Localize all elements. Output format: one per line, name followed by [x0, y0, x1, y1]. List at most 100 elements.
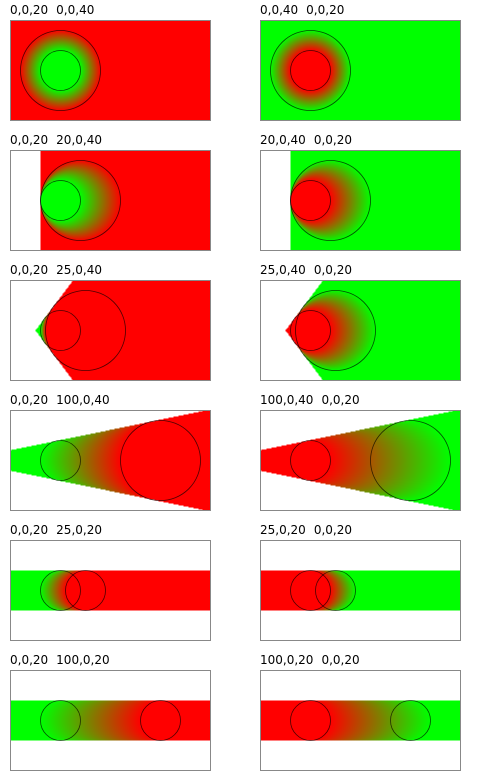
panel-caption: 0,0,20 0,0,40 [10, 0, 94, 20]
gradient-panel: 20,0,40 0,0,20 [260, 130, 480, 260]
gradient-canvas [260, 540, 461, 641]
end-circle-label: 100,0,40 [56, 393, 110, 407]
panel-caption: 0,0,20 100,0,20 [10, 650, 110, 670]
start-circle-label: 0,0,20 [10, 3, 49, 17]
end-circle-label: 20,0,40 [56, 133, 102, 147]
gradient-fill [10, 150, 211, 251]
end-circle-outline [40, 160, 121, 241]
start-circle-outline [40, 570, 81, 611]
start-circle-label: 0,0,20 [10, 523, 49, 537]
end-circle-label: 0,0,20 [321, 393, 360, 407]
canvas-border [260, 150, 461, 251]
gradient-fill [260, 20, 461, 121]
gradient-fill [10, 410, 211, 511]
start-circle-outline [315, 570, 356, 611]
start-circle-label: 0,0,20 [10, 393, 49, 407]
end-circle-label: 0,0,20 [313, 133, 352, 147]
start-circle-label: 0,0,20 [10, 133, 49, 147]
panel-caption: 100,0,40 0,0,20 [260, 390, 360, 410]
end-circle-label: 0,0,20 [306, 3, 345, 17]
end-circle-label: 0,0,20 [313, 263, 352, 277]
end-circle-label: 100,0,20 [56, 653, 110, 667]
gradient-canvas [10, 280, 211, 381]
start-circle-label: 25,0,20 [260, 523, 306, 537]
panel-caption: 25,0,20 0,0,20 [260, 520, 352, 540]
start-circle-outline [390, 700, 431, 741]
start-circle-outline [40, 700, 81, 741]
start-circle-outline [270, 30, 351, 111]
gradient-panel: 0,0,20 20,0,40 [10, 130, 240, 260]
start-circle-outline [40, 50, 81, 91]
gradient-fill [10, 670, 211, 771]
start-circle-label: 0,0,40 [260, 3, 299, 17]
canvas-border [10, 410, 211, 511]
end-circle-outline [290, 50, 331, 91]
gradient-panel: 0,0,20 25,0,40 [10, 260, 240, 390]
gradient-fill [260, 540, 461, 641]
gradient-panel: 0,0,40 0,0,20 [260, 0, 480, 130]
end-circle-outline [65, 570, 106, 611]
gradient-fill [260, 150, 461, 251]
gradient-canvas [260, 410, 461, 511]
end-circle-outline [290, 180, 331, 221]
end-circle-label: 0,0,20 [313, 523, 352, 537]
end-circle-label: 0,0,20 [321, 653, 360, 667]
gradient-fill [10, 540, 211, 641]
canvas-border [10, 670, 211, 771]
gradient-canvas [10, 20, 211, 121]
gradient-panel: 100,0,20 0,0,20 [260, 650, 480, 780]
canvas-border [260, 410, 461, 511]
canvas-border [10, 540, 211, 641]
panel-caption: 100,0,20 0,0,20 [260, 650, 360, 670]
canvas-border [10, 150, 211, 251]
gradient-panel: 0,0,20 0,0,40 [10, 0, 240, 130]
start-circle-label: 100,0,40 [260, 393, 314, 407]
end-circle-label: 0,0,40 [56, 3, 95, 17]
gradient-canvas [10, 540, 211, 641]
gradient-fill [260, 670, 461, 771]
canvas-border [260, 540, 461, 641]
gradient-panel: 25,0,20 0,0,20 [260, 520, 480, 650]
end-circle-outline [20, 30, 101, 111]
gradient-canvas [260, 280, 461, 381]
end-circle-outline [120, 420, 201, 501]
canvas-border [10, 20, 211, 121]
gradient-canvas [10, 150, 211, 251]
start-circle-label: 25,0,40 [260, 263, 306, 277]
panel-caption: 0,0,20 20,0,40 [10, 130, 102, 150]
canvas-border [10, 280, 211, 381]
start-circle-outline [295, 290, 376, 371]
panel-caption: 0,0,20 100,0,40 [10, 390, 110, 410]
end-circle-label: 25,0,40 [56, 263, 102, 277]
start-circle-outline [370, 420, 451, 501]
gradient-fill [10, 20, 211, 121]
end-circle-outline [45, 290, 126, 371]
start-circle-label: 20,0,40 [260, 133, 306, 147]
gradient-canvas [260, 20, 461, 121]
gradient-panel: 0,0,20 100,0,40 [10, 390, 240, 520]
end-circle-outline [290, 440, 331, 481]
gradient-canvas [260, 150, 461, 251]
start-circle-label: 100,0,20 [260, 653, 314, 667]
start-circle-label: 0,0,20 [10, 653, 49, 667]
gradient-fill [260, 280, 461, 381]
gradient-panel: 0,0,20 25,0,20 [10, 520, 240, 650]
panel-caption: 25,0,40 0,0,20 [260, 260, 352, 280]
gradient-panel: 100,0,40 0,0,20 [260, 390, 480, 520]
gradient-fill [10, 280, 211, 381]
start-circle-outline [40, 310, 81, 351]
end-circle-outline [290, 570, 331, 611]
gradient-canvas [10, 670, 211, 771]
gradient-fill [260, 410, 461, 511]
gradient-canvas [10, 410, 211, 511]
gradient-canvas [260, 670, 461, 771]
canvas-border [260, 670, 461, 771]
gradient-panel: 25,0,40 0,0,20 [260, 260, 480, 390]
panel-caption: 0,0,40 0,0,20 [260, 0, 344, 20]
panel-caption: 0,0,20 25,0,40 [10, 260, 102, 280]
gradient-panel: 0,0,20 100,0,20 [10, 650, 240, 780]
end-circle-outline [290, 700, 331, 741]
panel-caption: 0,0,20 25,0,20 [10, 520, 102, 540]
panel-caption: 20,0,40 0,0,20 [260, 130, 352, 150]
